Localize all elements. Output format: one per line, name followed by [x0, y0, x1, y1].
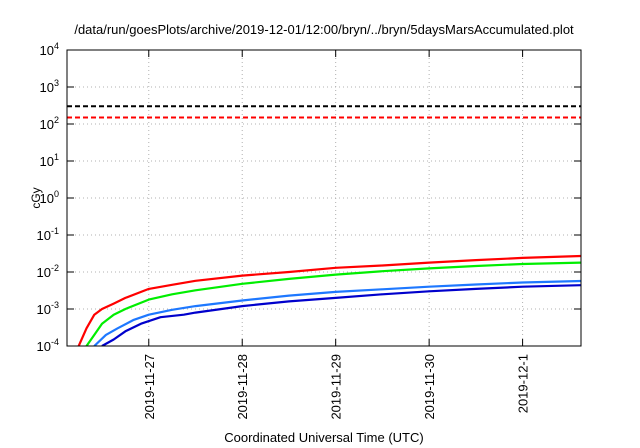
y-tick-exponent: -1 [51, 226, 59, 236]
y-tick-label: 104 [40, 41, 59, 58]
chart-title: /data/run/goesPlots/archive/2019-12-01/1… [74, 22, 574, 37]
x-tick-label: 2019-11-29 [329, 354, 344, 420]
y-tick-base: 10 [37, 265, 51, 280]
data-series [67, 105, 581, 346]
series-line-3 [85, 261, 581, 346]
x-tick-label: 2019-11-28 [235, 354, 250, 420]
y-tick-base: 10 [40, 191, 54, 206]
y-tick-exponent: -3 [51, 300, 59, 310]
y-tick-label: 102 [40, 115, 59, 132]
y-tick-exponent: -2 [51, 263, 59, 273]
y-tick-base: 10 [40, 117, 54, 132]
y-tick-label: 10-3 [37, 300, 59, 317]
y-tick-label: 100 [40, 189, 59, 206]
y-tick-label: 103 [40, 78, 59, 95]
series-line-4 [93, 279, 581, 346]
x-tick-label: 2019-11-30 [422, 354, 437, 420]
y-tick-exponent: 1 [54, 152, 59, 162]
plot-frame [66, 49, 582, 347]
y-tick-label: 101 [40, 152, 59, 169]
y-tick-exponent: 0 [54, 189, 59, 199]
grid [67, 50, 581, 346]
y-tick-base: 10 [40, 154, 54, 169]
y-tick-label: 10-2 [37, 263, 59, 280]
x-tick-label: 2019-12-1 [516, 354, 531, 413]
y-tick-exponent: -4 [51, 337, 59, 347]
y-tick-label: 10-4 [37, 337, 59, 354]
y-tick-base: 10 [40, 80, 54, 95]
y-tick-label: 10-1 [37, 226, 59, 243]
series-line-5 [101, 284, 581, 346]
y-tick-base: 10 [37, 302, 51, 317]
x-axis-label: Coordinated Universal Time (UTC) [224, 430, 423, 445]
y-tick-base: 10 [37, 228, 51, 243]
x-axis-ticks: 2019-11-27 2019-11-28 2019-11-29 2019-11-30… [142, 50, 531, 420]
y-tick-base: 10 [37, 339, 51, 354]
y-tick-exponent: 3 [54, 78, 59, 88]
y-tick-base: 10 [40, 43, 54, 58]
y-tick-exponent: 4 [54, 41, 59, 51]
y-axis-label: cGy [29, 187, 43, 208]
x-tick-label: 2019-11-27 [142, 354, 157, 420]
series-line-2 [77, 254, 581, 346]
y-tick-exponent: 2 [54, 115, 59, 125]
